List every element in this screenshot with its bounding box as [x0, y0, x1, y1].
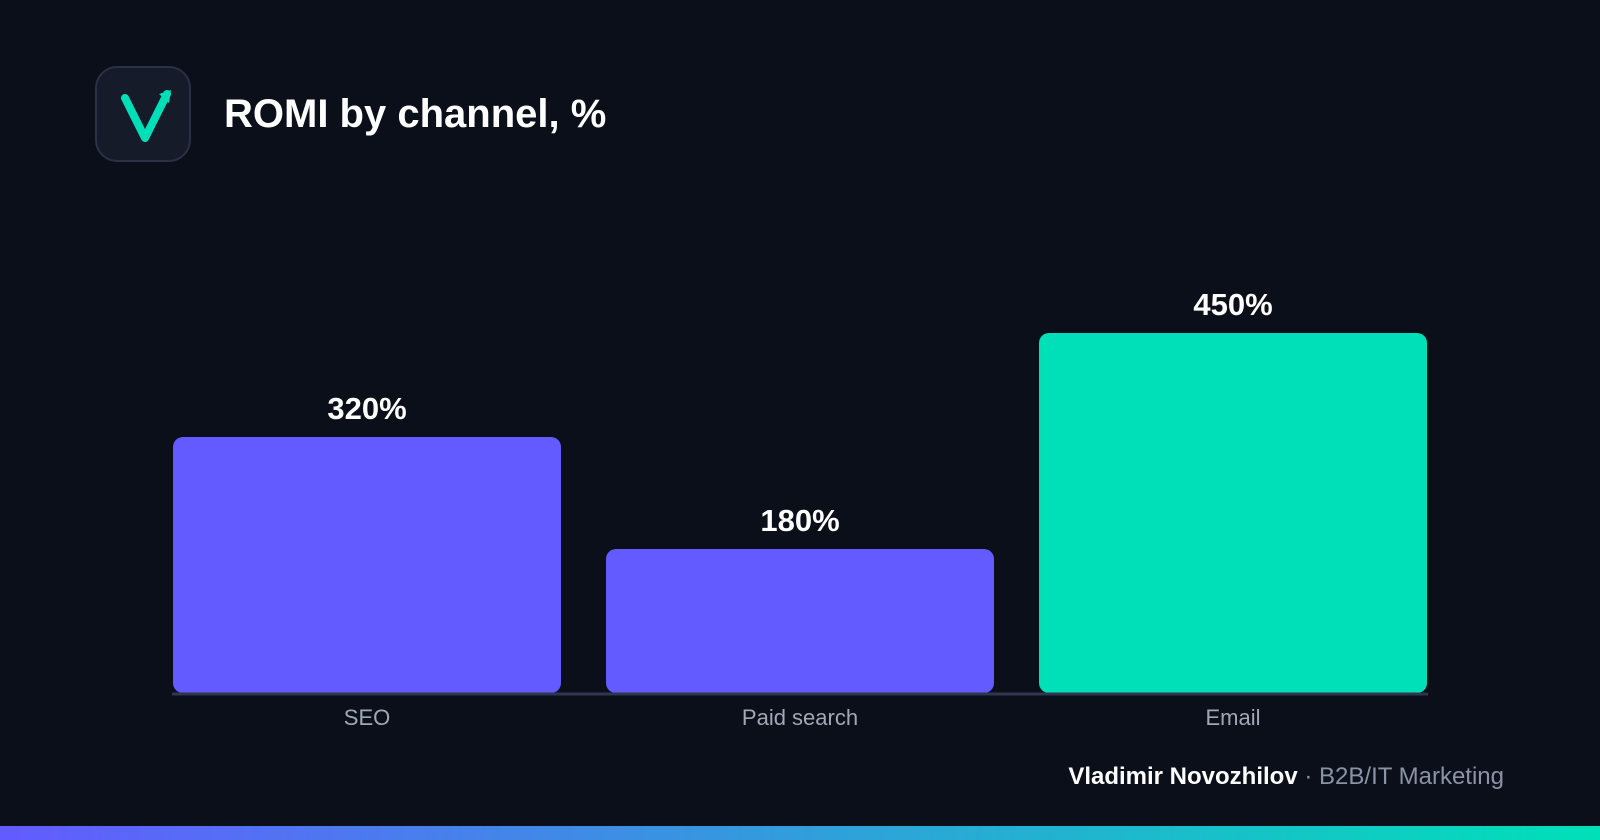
- footer-credit: Vladimir Novozhilov · B2B/IT Marketing: [1068, 762, 1504, 792]
- author-name: Vladimir Novozhilov: [1068, 763, 1298, 790]
- bar-seo: [173, 437, 561, 693]
- value-label: 450%: [1193, 287, 1272, 322]
- credit-separator: ·: [1304, 763, 1313, 790]
- bars-layer: [173, 333, 1427, 693]
- category-label: SEO: [344, 705, 390, 730]
- logo-badge: [95, 66, 191, 162]
- checkmark-arrow-icon: [121, 90, 171, 142]
- chart-title: ROMI by channel, %: [224, 92, 607, 136]
- bottom-gradient-stripe: [0, 826, 1600, 840]
- category-label: Paid search: [742, 705, 858, 730]
- category-label: Email: [1205, 705, 1260, 730]
- value-label: 180%: [760, 503, 839, 538]
- labels-layer: 320% SEO 180% Paid search 450% Email: [327, 287, 1272, 730]
- bar-chart: 320% SEO 180% Paid search 450% Email: [172, 287, 1428, 730]
- bar-paid-search: [606, 549, 994, 693]
- bar-email: [1039, 333, 1427, 693]
- value-label: 320%: [327, 391, 406, 426]
- author-tagline: B2B/IT Marketing: [1319, 763, 1504, 790]
